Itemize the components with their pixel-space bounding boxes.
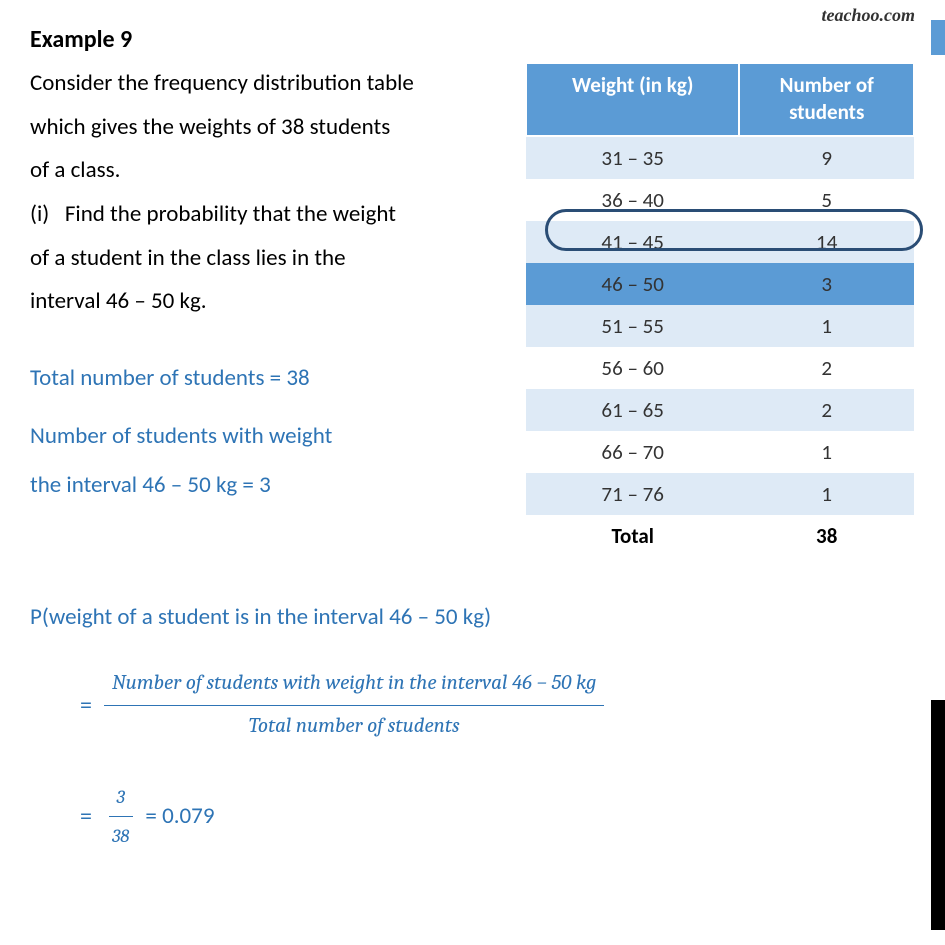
probability-label: P(weight of a student is in the interval… — [30, 597, 915, 638]
table-row: 71 – 761 — [526, 473, 914, 515]
table-header-weight: Weight (in kg) — [526, 63, 739, 136]
equals-sign: = — [80, 795, 92, 838]
working-line: Total number of students = 38 — [30, 354, 510, 402]
cell-count: 38 — [739, 515, 914, 557]
fraction-denominator: Total number of students — [241, 706, 468, 748]
cell-weight: 51 – 55 — [526, 305, 739, 347]
table-header-count: Number of students — [739, 63, 914, 136]
part-label: (i) — [30, 200, 49, 228]
cell-weight: 71 – 76 — [526, 473, 739, 515]
numeric-fraction: 3 38 — [104, 778, 137, 855]
equals-sign: = — [80, 684, 92, 727]
example-title: Example 9 — [30, 25, 915, 54]
cell-count: 9 — [739, 136, 914, 179]
formula-fraction: Number of students with weight in the in… — [104, 663, 604, 748]
cell-count: 2 — [739, 347, 914, 389]
result-value: 0.079 — [162, 802, 214, 830]
cell-weight: Total — [526, 515, 739, 557]
frequency-table: Weight (in kg) Number of students 31 – 3… — [525, 62, 915, 557]
table-row: Total38 — [526, 515, 914, 557]
decor-bar-top — [931, 20, 945, 55]
table-row: 51 – 551 — [526, 305, 914, 347]
cell-weight: 41 – 45 — [526, 221, 739, 263]
question-line: interval 46 – 50 kg. — [30, 280, 510, 324]
cell-count: 3 — [739, 263, 914, 305]
working-line: Number of students with weight — [30, 412, 510, 460]
formula-fraction-row: = Number of students with weight in the … — [80, 663, 915, 748]
solution-block: P(weight of a student is in the interval… — [30, 597, 915, 855]
content-wrap: Consider the frequency distribution tabl… — [30, 62, 915, 557]
question-part: (i) Find the probability that the weight — [30, 193, 510, 237]
cell-weight: 36 – 40 — [526, 179, 739, 221]
question-line: Consider the frequency distribution tabl… — [30, 62, 510, 106]
equals-result: = 0.079 — [145, 796, 214, 837]
table-row: 41 – 4514 — [526, 221, 914, 263]
fraction-numerator: Number of students with weight in the in… — [104, 663, 604, 706]
left-column: Consider the frequency distribution tabl… — [30, 62, 510, 509]
question-line: which gives the weights of 38 students — [30, 106, 510, 150]
table-row: 61 – 652 — [526, 389, 914, 431]
cell-weight: 31 – 35 — [526, 136, 739, 179]
decor-bar-bottom — [931, 700, 945, 930]
working-block: Total number of students = 38 Number of … — [30, 354, 510, 509]
cell-count: 1 — [739, 431, 914, 473]
question-line: of a class. — [30, 149, 510, 193]
cell-weight: 66 – 70 — [526, 431, 739, 473]
fraction-numerator: 3 — [109, 778, 133, 817]
cell-count: 2 — [739, 389, 914, 431]
table-row: 46 – 503 — [526, 263, 914, 305]
cell-count: 5 — [739, 179, 914, 221]
cell-count: 1 — [739, 305, 914, 347]
result-row: = 3 38 = 0.079 — [80, 778, 915, 855]
table-row: 56 – 602 — [526, 347, 914, 389]
fraction-denominator: 38 — [104, 817, 137, 855]
part-text: Find the probability that the weight — [65, 200, 396, 228]
cell-count: 14 — [739, 221, 914, 263]
cell-weight: 61 – 65 — [526, 389, 739, 431]
table-row: 31 – 359 — [526, 136, 914, 179]
table-row: 66 – 701 — [526, 431, 914, 473]
watermark: teachoo.com — [822, 5, 915, 26]
cell-count: 1 — [739, 473, 914, 515]
question-line: of a student in the class lies in the — [30, 237, 510, 281]
cell-weight: 46 – 50 — [526, 263, 739, 305]
cell-weight: 56 – 60 — [526, 347, 739, 389]
working-line: the interval 46 – 50 kg = 3 — [30, 461, 510, 509]
table-row: 36 – 405 — [526, 179, 914, 221]
